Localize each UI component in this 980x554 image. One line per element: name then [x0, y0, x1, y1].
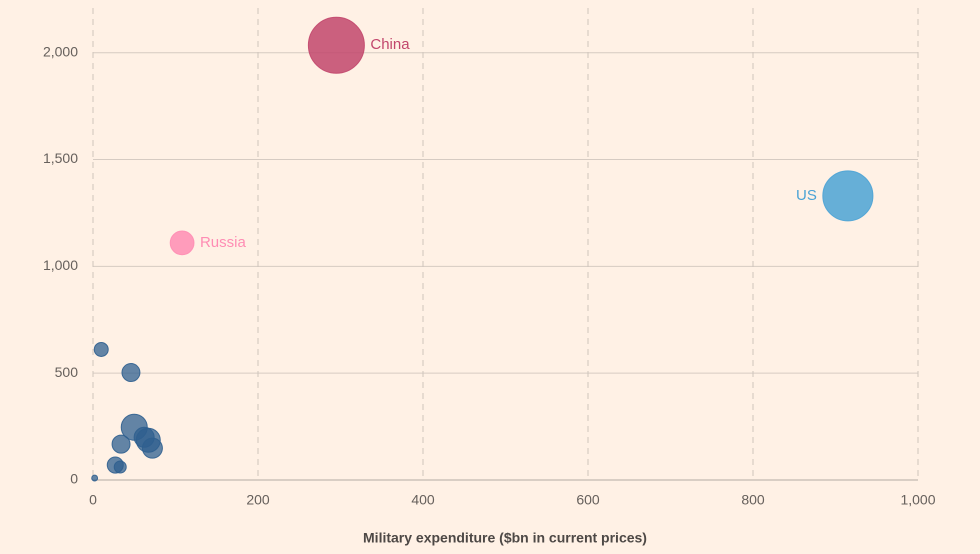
bubble — [91, 474, 99, 482]
bubble — [93, 341, 109, 357]
bubble — [121, 363, 141, 383]
bubble-label: China — [370, 36, 410, 53]
bubble — [141, 437, 163, 459]
x-tick-label: 200 — [246, 492, 270, 508]
y-tick-label: 1,000 — [43, 257, 78, 273]
bubble — [111, 434, 131, 454]
bubble-label: Russia — [200, 234, 247, 251]
bubble — [169, 230, 195, 256]
x-tick-label: 400 — [411, 492, 435, 508]
y-tick-label: 500 — [55, 364, 79, 380]
y-tick-label: 2,000 — [43, 43, 78, 59]
bubble-label: US — [796, 187, 817, 204]
x-tick-label: 600 — [576, 492, 600, 508]
bubble — [113, 460, 127, 474]
y-tick-label: 0 — [70, 471, 78, 487]
x-tick-label: 0 — [89, 492, 97, 508]
bubble — [822, 170, 874, 222]
x-tick-label: 800 — [741, 492, 765, 508]
y-tick-label: 1,500 — [43, 150, 78, 166]
x-tick-label: 1,000 — [900, 492, 935, 508]
x-axis-label: Military expenditure ($bn in current pri… — [363, 530, 647, 546]
bubble — [307, 16, 365, 74]
